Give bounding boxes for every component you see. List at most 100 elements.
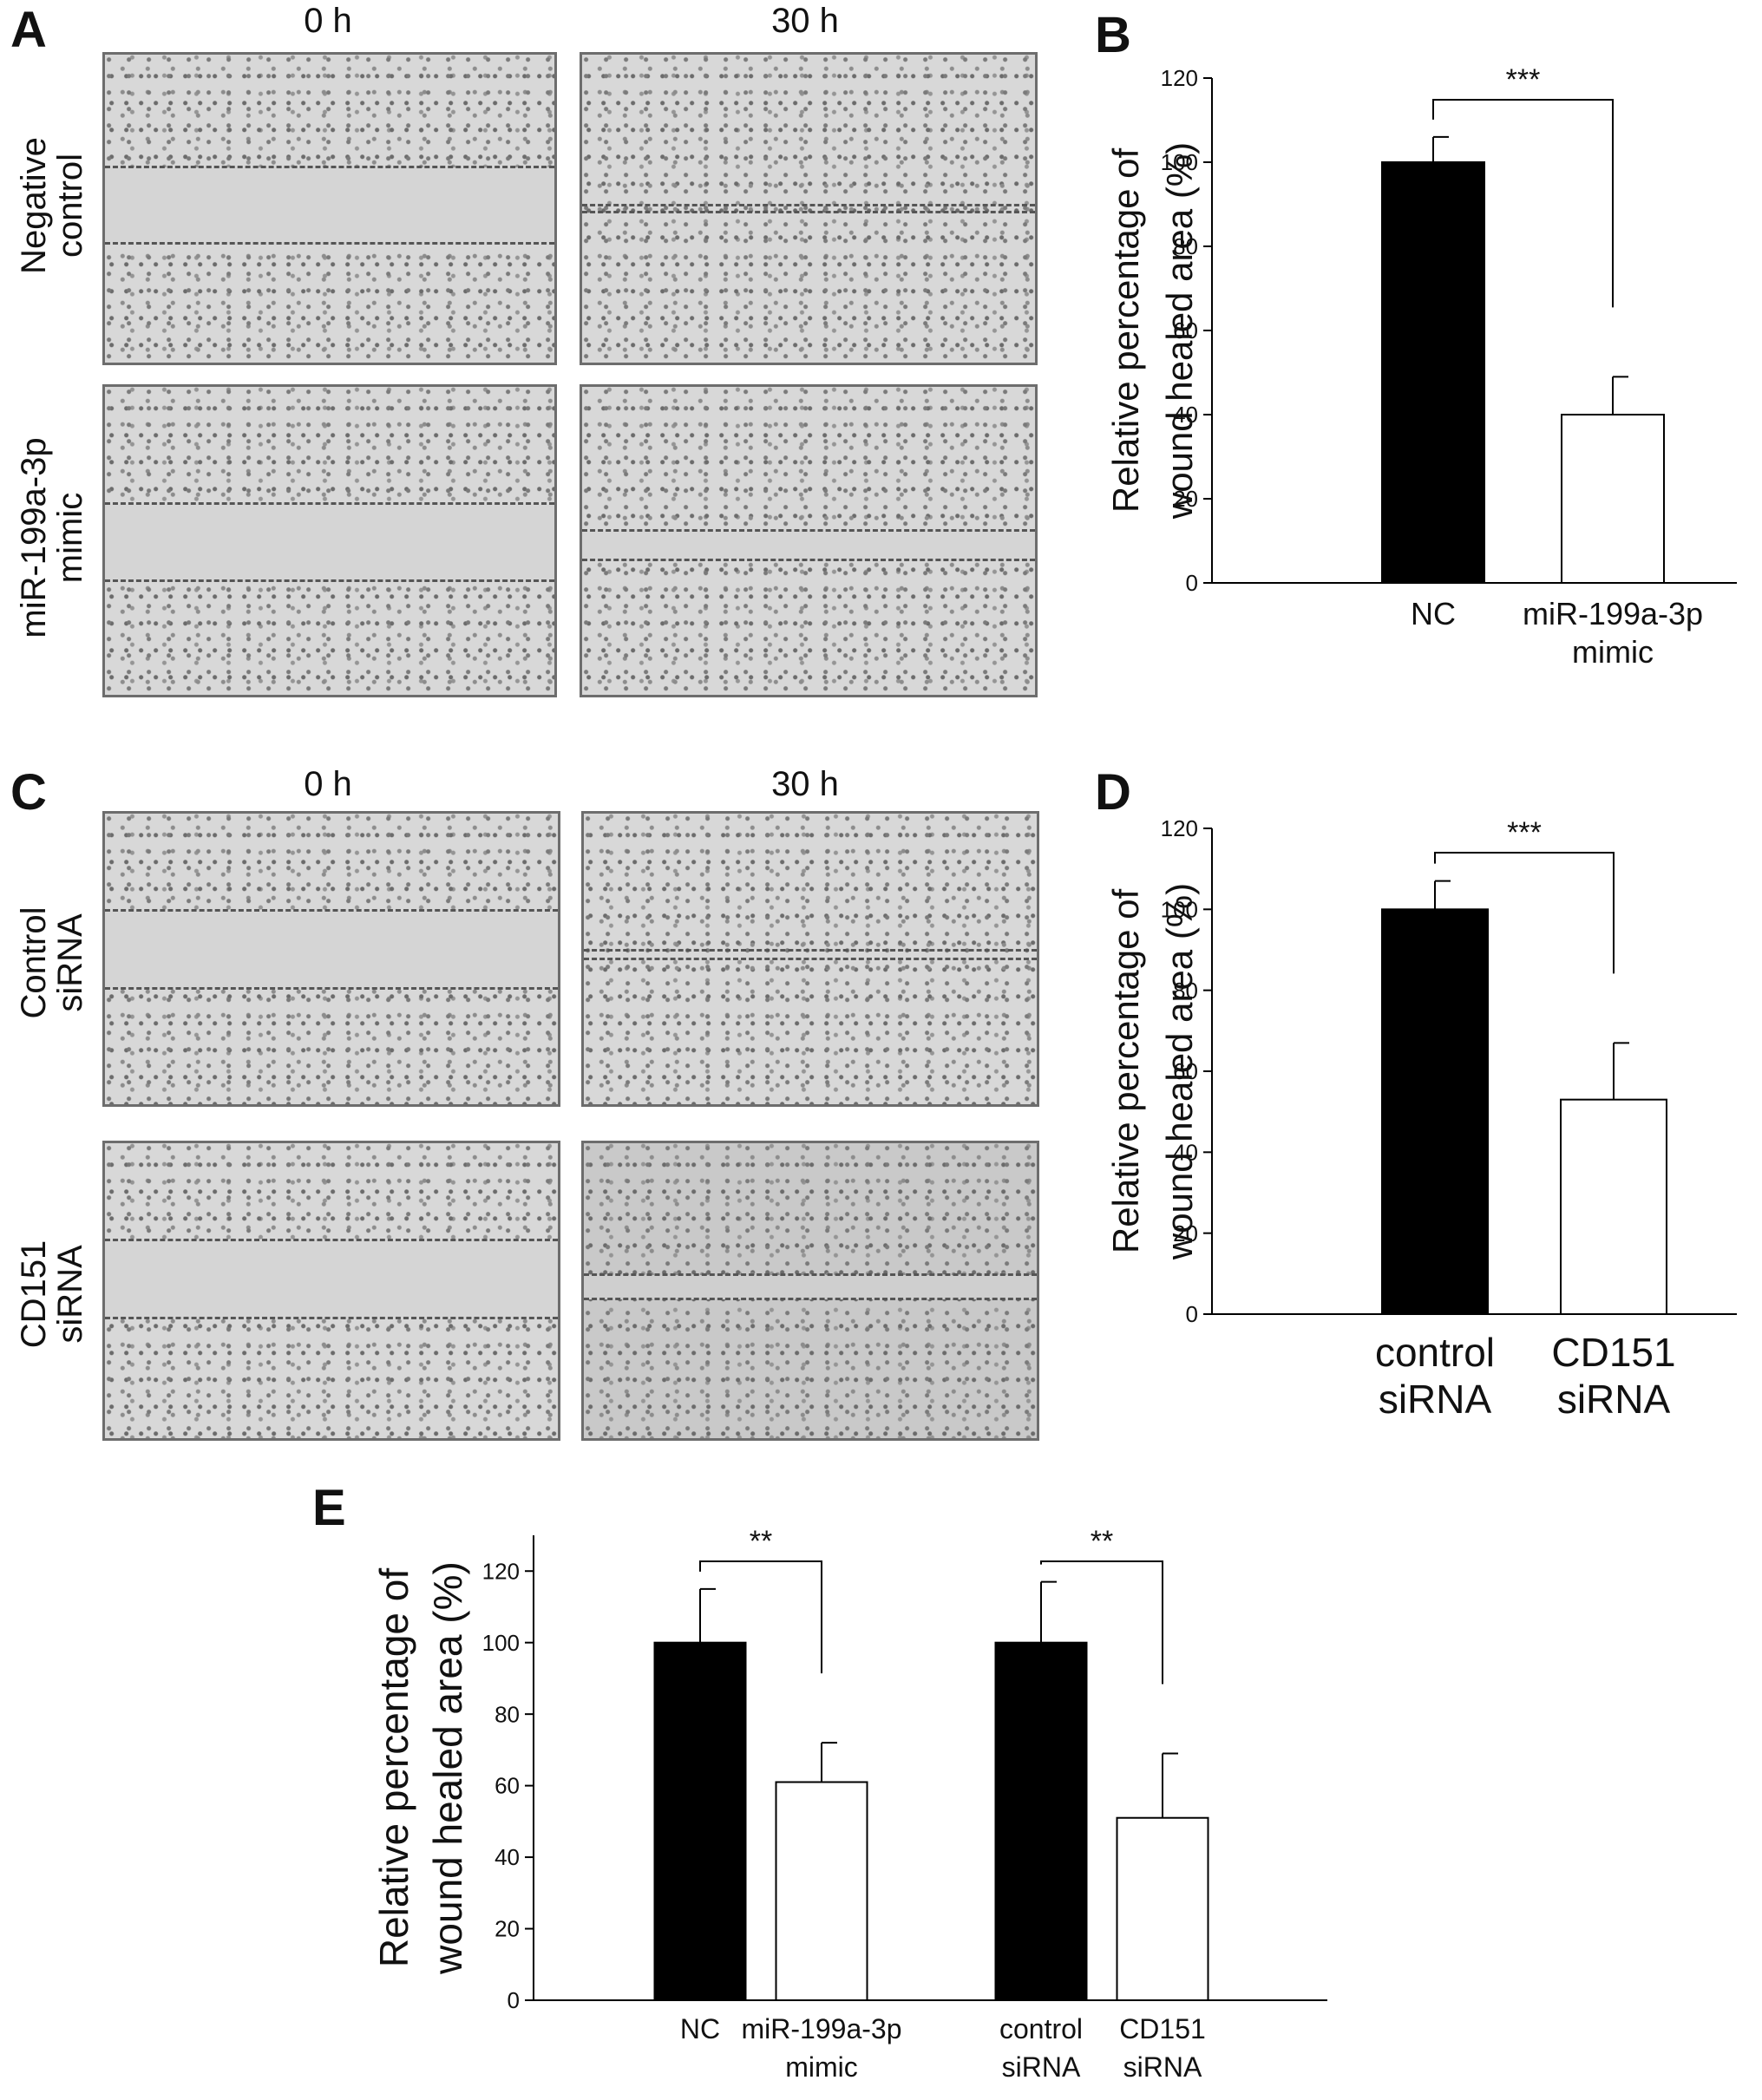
significance-label: **: [1091, 1525, 1113, 1558]
row-label-line: miR-199a-3p: [15, 437, 53, 638]
y-tick-label: 0: [508, 1987, 520, 2013]
wound-gap: [582, 531, 1035, 560]
panel-c-header-30h: 30 h: [771, 765, 839, 803]
row-label-line: control: [51, 153, 89, 258]
significance-label: **: [750, 1525, 772, 1558]
y-tick-label: 0: [1186, 1301, 1198, 1327]
wound-gap: [105, 504, 554, 582]
panel-label-b: B: [1095, 7, 1131, 63]
y-tick-label: 80: [1173, 978, 1198, 1004]
y-axis-label: wound healed area (%): [425, 1561, 470, 1975]
panel-c-row-label-control-sirna: Control siRNA: [15, 859, 89, 1067]
micrograph-c-control-sirna-30h: [581, 811, 1039, 1107]
micrograph-c-cd151-sirna-0h: [102, 1141, 560, 1441]
panel-a-header-0h: 0 h: [304, 2, 352, 40]
wound-edge-line: [582, 211, 1035, 213]
y-tick-label: 60: [495, 1773, 520, 1799]
wound-edge-line: [584, 1298, 1037, 1300]
wound-gap: [584, 1275, 1037, 1299]
panel-label-e: E: [312, 1480, 346, 1536]
y-axis-label: Relative percentage of: [1105, 889, 1146, 1254]
y-tick-label: 40: [1173, 402, 1198, 428]
micrograph-c-cd151-sirna-30h: [581, 1141, 1039, 1441]
wound-edge-line: [582, 559, 1035, 561]
wound-gap: [105, 167, 554, 245]
y-tick-label: 60: [1173, 1058, 1198, 1084]
panel-label-d: D: [1095, 764, 1131, 821]
y-tick-label: 20: [1173, 486, 1198, 512]
wound-edge-line: [105, 1317, 558, 1319]
y-tick-label: 80: [495, 1701, 520, 1727]
y-axis-label: Relative percentage of: [1105, 148, 1146, 514]
wound-edge-line: [105, 242, 554, 245]
wound-edge-line: [582, 204, 1035, 206]
x-category-label: siRNA: [1123, 2051, 1202, 2083]
x-category-label: miR-199a-3p: [1523, 596, 1703, 631]
y-tick-label: 80: [1173, 233, 1198, 259]
panel-a-row-label-mimic: miR-199a-3p mimic: [15, 434, 89, 642]
panel-c-row-label-cd151-sirna: CD151 siRNA: [15, 1190, 89, 1398]
significance-bracket: [1432, 99, 1614, 308]
y-tick-label: 120: [1161, 815, 1198, 841]
x-category-label: NC: [1411, 596, 1456, 631]
bar: [1561, 414, 1665, 584]
y-tick-label: 120: [1161, 65, 1198, 91]
wound-edge-line: [584, 958, 1037, 960]
y-axis-label: wound healed area (%): [1159, 883, 1200, 1260]
y-tick-label: 100: [482, 1630, 520, 1656]
y-tick-label: 20: [1173, 1220, 1198, 1246]
y-tick-label: 60: [1173, 317, 1198, 343]
wound-gap: [105, 1240, 558, 1318]
micrograph-a-mimic-30h: [580, 384, 1038, 697]
bar: [1381, 908, 1489, 1315]
micrograph-a-negative-control-0h: [102, 52, 557, 365]
x-category-label: siRNA: [1379, 1377, 1492, 1422]
wound-edge-line: [105, 579, 554, 582]
row-label-line: siRNA: [51, 1245, 89, 1344]
y-tick-label: 120: [482, 1558, 520, 1584]
x-category-label: NC: [680, 2013, 720, 2044]
x-category-label: siRNA: [1557, 1377, 1671, 1422]
micrograph-a-negative-control-30h: [580, 52, 1038, 365]
wound-edge-line: [105, 502, 554, 505]
y-axis-label: Relative percentage of: [371, 1568, 416, 1968]
row-label-line: Control: [15, 906, 53, 1019]
wound-edge-line: [584, 1273, 1037, 1276]
significance-bracket: [1040, 1560, 1163, 1685]
x-category-label: mimic: [1572, 634, 1654, 670]
wound-edge-line: [584, 949, 1037, 952]
wound-edge-line: [105, 987, 558, 990]
y-tick-label: 40: [495, 1844, 520, 1870]
significance-label: ***: [1507, 816, 1542, 849]
x-category-label: CD151: [1119, 2013, 1206, 2044]
x-category-label: control: [1375, 1330, 1495, 1375]
row-label-line: siRNA: [51, 913, 89, 1012]
bar: [653, 1641, 747, 2001]
significance-bracket: [1434, 852, 1615, 974]
y-tick-label: 0: [1186, 570, 1198, 596]
panel-label-c: C: [10, 764, 47, 821]
panel-a-header-30h: 30 h: [771, 2, 839, 40]
x-category-label: mimic: [785, 2051, 858, 2083]
y-tick-label: 20: [495, 1916, 520, 1942]
wound-edge-line: [582, 529, 1035, 532]
wound-gap: [105, 911, 558, 989]
panel-label-a: A: [10, 2, 47, 58]
significance-label: ***: [1506, 63, 1541, 96]
row-label-line: Negative: [15, 137, 53, 274]
x-category-label: miR-199a-3p: [742, 2013, 902, 2044]
wound-edge-line: [105, 1239, 558, 1241]
panel-a-row-label-negative-control: Negative control: [15, 101, 89, 310]
bar: [1560, 1098, 1667, 1315]
x-category-label: CD151: [1551, 1330, 1675, 1375]
bar: [775, 1781, 868, 2001]
micrograph-c-control-sirna-0h: [102, 811, 560, 1107]
chart-e: 0 20 40 60 80 100 120 Relative percentage of wou…: [371, 1525, 1327, 2083]
wound-edge-line: [105, 909, 558, 912]
panel-c-header-0h: 0 h: [304, 765, 352, 803]
bar: [1381, 161, 1485, 584]
x-category-label: control: [999, 2013, 1083, 2044]
row-label-line: mimic: [51, 492, 89, 584]
chart-b: 0 20 40 60 80 100 120 Relative percentage of wou…: [1105, 63, 1737, 670]
bar: [994, 1641, 1088, 2001]
